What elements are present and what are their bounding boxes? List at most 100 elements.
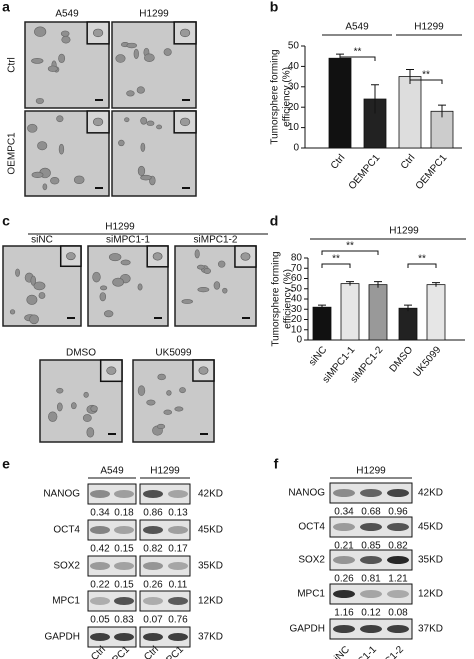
sphere <box>137 165 146 177</box>
sphere <box>181 299 193 304</box>
sphere <box>118 139 125 147</box>
band <box>143 526 163 534</box>
significance: ** <box>422 70 430 81</box>
protein-label: OCT4 <box>298 522 325 533</box>
lane-label: siNC <box>329 644 352 659</box>
size-label: 12KD <box>198 596 223 607</box>
panel-label: f <box>274 456 279 472</box>
sphere <box>124 117 130 123</box>
x-tick-label: Ctrl <box>399 153 417 172</box>
density-value: 0.83 <box>114 615 134 626</box>
error-bar <box>374 281 382 288</box>
density-value: 0.22 <box>90 580 110 591</box>
size-label: 12KD <box>418 589 443 600</box>
band <box>387 489 409 497</box>
sphere <box>47 65 58 72</box>
band <box>114 633 134 641</box>
sphere <box>137 385 146 396</box>
band <box>114 597 134 605</box>
band <box>333 590 355 598</box>
column-label: H1299 <box>356 466 386 477</box>
blot <box>139 590 191 612</box>
x-tick-label: OEMPC1 <box>414 152 450 192</box>
protein-label: SOX2 <box>298 555 325 566</box>
band <box>168 562 188 570</box>
sphere <box>198 366 209 375</box>
column-label: DMSO <box>66 348 96 359</box>
y-axis-label: Tumorsphere forming <box>271 251 282 346</box>
sphere <box>115 54 126 63</box>
sphere <box>112 277 124 287</box>
sphere <box>31 171 44 178</box>
band <box>114 490 134 498</box>
sphere <box>146 120 155 126</box>
sphere <box>92 28 104 38</box>
error-bar <box>438 104 446 118</box>
protein-label: NANOG <box>288 488 325 499</box>
density-value: 0.12 <box>361 608 381 619</box>
band <box>90 633 110 641</box>
sphere <box>179 28 191 38</box>
band <box>114 526 134 534</box>
band <box>168 633 188 641</box>
band <box>90 562 110 570</box>
size-label: 45KD <box>198 525 223 536</box>
panel-label: a <box>2 0 10 15</box>
sphere <box>146 399 156 406</box>
panel-label: c <box>2 213 10 229</box>
density-value: 0.82 <box>388 541 408 552</box>
band <box>114 562 134 570</box>
significance-bracket <box>339 56 376 61</box>
sphere <box>156 124 163 130</box>
protein-label: OCT4 <box>53 525 80 536</box>
sphere <box>140 117 148 125</box>
protein-label: NANOG <box>43 489 80 500</box>
error-bar <box>346 281 354 286</box>
blot <box>87 483 137 505</box>
density-value: 0.86 <box>143 508 163 519</box>
blot <box>87 555 137 577</box>
sphere <box>103 310 114 318</box>
bar <box>398 307 418 341</box>
y-tick-label: 50 <box>291 283 303 294</box>
y-tick-label: 30 <box>291 304 303 315</box>
bar <box>398 76 422 149</box>
sphere <box>50 176 60 185</box>
sphere <box>92 117 104 127</box>
band <box>333 625 355 633</box>
sphere <box>240 252 251 261</box>
sphere <box>106 366 117 375</box>
sphere <box>71 402 77 410</box>
density-value: 0.21 <box>334 541 354 552</box>
sphere <box>222 287 228 294</box>
sphere <box>29 314 39 325</box>
blot <box>87 590 137 612</box>
sphere <box>166 390 172 396</box>
blot <box>139 483 191 505</box>
sphere <box>15 268 20 277</box>
bar <box>368 284 388 341</box>
sphere <box>203 267 211 274</box>
sphere <box>60 30 70 37</box>
band <box>333 523 355 531</box>
density-value: 0.96 <box>388 507 408 518</box>
column-label: siMPC1-2 <box>194 235 238 246</box>
bar <box>328 57 352 149</box>
density-value: 0.85 <box>361 541 381 552</box>
sphere <box>136 86 145 94</box>
density-value: 0.81 <box>361 574 381 585</box>
band <box>143 562 163 570</box>
protein-label: MPC1 <box>297 589 325 600</box>
y-axis-label: efficiency (%) <box>282 67 293 127</box>
band <box>360 625 382 633</box>
significance-bracket <box>409 79 443 84</box>
protein-label: GAPDH <box>44 632 80 643</box>
sphere <box>218 260 226 268</box>
sphere <box>179 387 186 394</box>
significance-bracket <box>321 250 379 255</box>
sphere <box>126 42 138 49</box>
size-label: 35KD <box>418 555 443 566</box>
sphere <box>48 411 58 422</box>
density-value: 1.16 <box>334 608 354 619</box>
